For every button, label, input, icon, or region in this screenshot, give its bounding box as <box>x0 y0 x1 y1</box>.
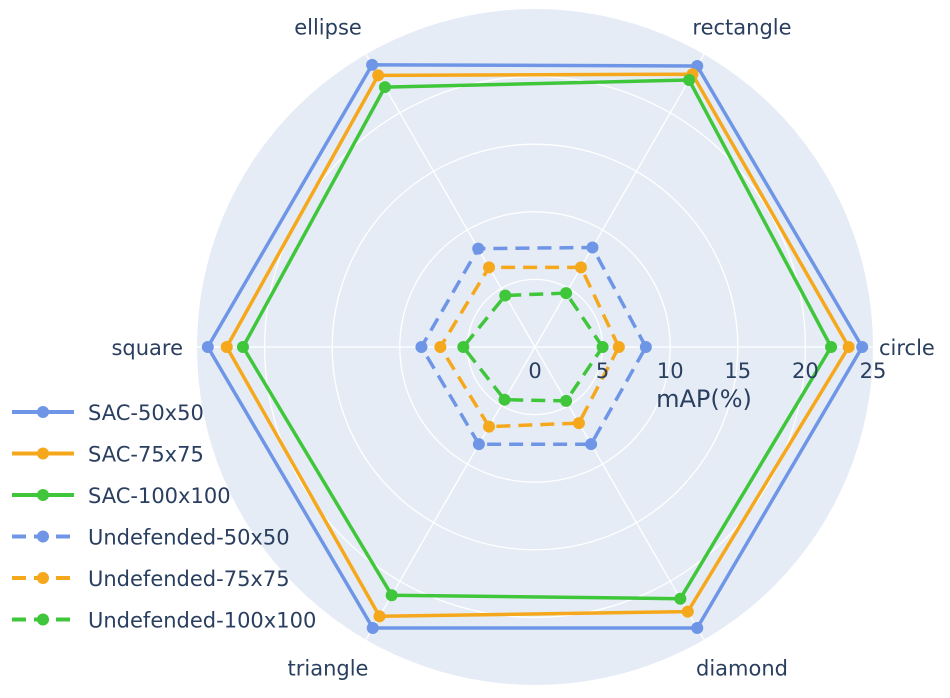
data-point <box>585 438 598 451</box>
data-point <box>683 74 696 87</box>
data-point <box>825 341 838 353</box>
data-point <box>366 58 379 71</box>
data-point <box>586 241 599 254</box>
series-SAC-100x100 <box>236 74 838 605</box>
data-point <box>236 341 249 353</box>
data-point <box>560 287 573 300</box>
category-label-rectangle: rectangle <box>692 15 791 39</box>
data-point <box>572 417 585 430</box>
data-point <box>639 341 652 353</box>
radial-tick-label: 0 <box>528 359 541 383</box>
legend-swatch-marker <box>37 447 49 460</box>
data-point <box>373 610 386 623</box>
data-point <box>691 622 704 635</box>
data-point <box>366 622 379 635</box>
data-point <box>220 341 233 353</box>
radial-tick-label: 5 <box>596 359 609 383</box>
data-point <box>498 393 511 406</box>
data-point <box>574 261 587 274</box>
legend-item[interactable]: SAC-75x75 <box>12 443 204 467</box>
category-label-circle: circle <box>879 336 935 360</box>
radial-tick-label: 25 <box>860 359 887 383</box>
category-label-diamond: diamond <box>696 657 788 681</box>
legend-label: SAC-100x100 <box>88 484 231 508</box>
data-point <box>457 341 470 353</box>
series-SAC-50x50 <box>201 58 869 635</box>
legend-label: Undefended-100x100 <box>88 609 316 633</box>
data-point <box>415 341 428 353</box>
legend-item[interactable]: Undefended-100x100 <box>12 609 316 633</box>
series-traces <box>201 58 869 635</box>
data-point <box>499 289 512 302</box>
data-point <box>856 341 869 353</box>
legend-swatch-marker <box>37 613 49 626</box>
data-point <box>472 438 485 451</box>
category-label-square: square <box>111 336 183 360</box>
legend-label: SAC-75x75 <box>88 443 204 467</box>
data-point <box>201 341 214 353</box>
legend-label: Undefended-75x75 <box>88 567 290 591</box>
series-Undefended-75x75 <box>434 261 625 433</box>
data-point <box>560 394 573 407</box>
series-Undefended-100x100 <box>457 287 609 407</box>
series-Undefended-50x50 <box>415 241 652 451</box>
data-point <box>681 605 694 618</box>
data-point <box>385 589 398 602</box>
data-point <box>842 341 855 353</box>
radial-tick-label: 20 <box>792 359 819 383</box>
data-point <box>378 81 391 94</box>
radial-tick-label: 15 <box>724 359 751 383</box>
legend-item[interactable]: SAC-50x50 <box>12 401 204 425</box>
axis-labels: circle rectangle ellipse square triangle diam… <box>111 15 934 680</box>
series-SAC-75x75 <box>220 68 855 623</box>
legend-item[interactable]: Undefended-50x50 <box>12 526 290 550</box>
category-label-triangle: triangle <box>288 657 369 681</box>
data-point <box>674 592 687 605</box>
legend-item[interactable]: Undefended-75x75 <box>12 567 290 591</box>
data-point <box>434 341 447 353</box>
data-point <box>596 341 609 353</box>
legend[interactable]: SAC-50x50 SAC-75x75 SAC-100x100 Undefended-… <box>12 401 316 633</box>
legend-swatch-marker <box>37 406 49 418</box>
legend-label: Undefended-50x50 <box>88 526 290 550</box>
data-point <box>612 341 625 353</box>
data-point <box>483 261 496 274</box>
legend-item[interactable]: SAC-100x100 <box>12 484 231 508</box>
data-point <box>483 420 496 433</box>
legend-swatch-marker <box>37 489 49 501</box>
data-point <box>372 69 385 82</box>
category-label-ellipse: ellipse <box>294 15 362 39</box>
data-point <box>472 242 485 255</box>
legend-label: SAC-50x50 <box>88 401 204 425</box>
radial-tick-label: 10 <box>657 359 684 383</box>
radial-axis-title: mAP(%) <box>656 385 752 413</box>
legend-swatch-marker <box>37 530 49 543</box>
legend-swatch-marker <box>37 572 49 584</box>
